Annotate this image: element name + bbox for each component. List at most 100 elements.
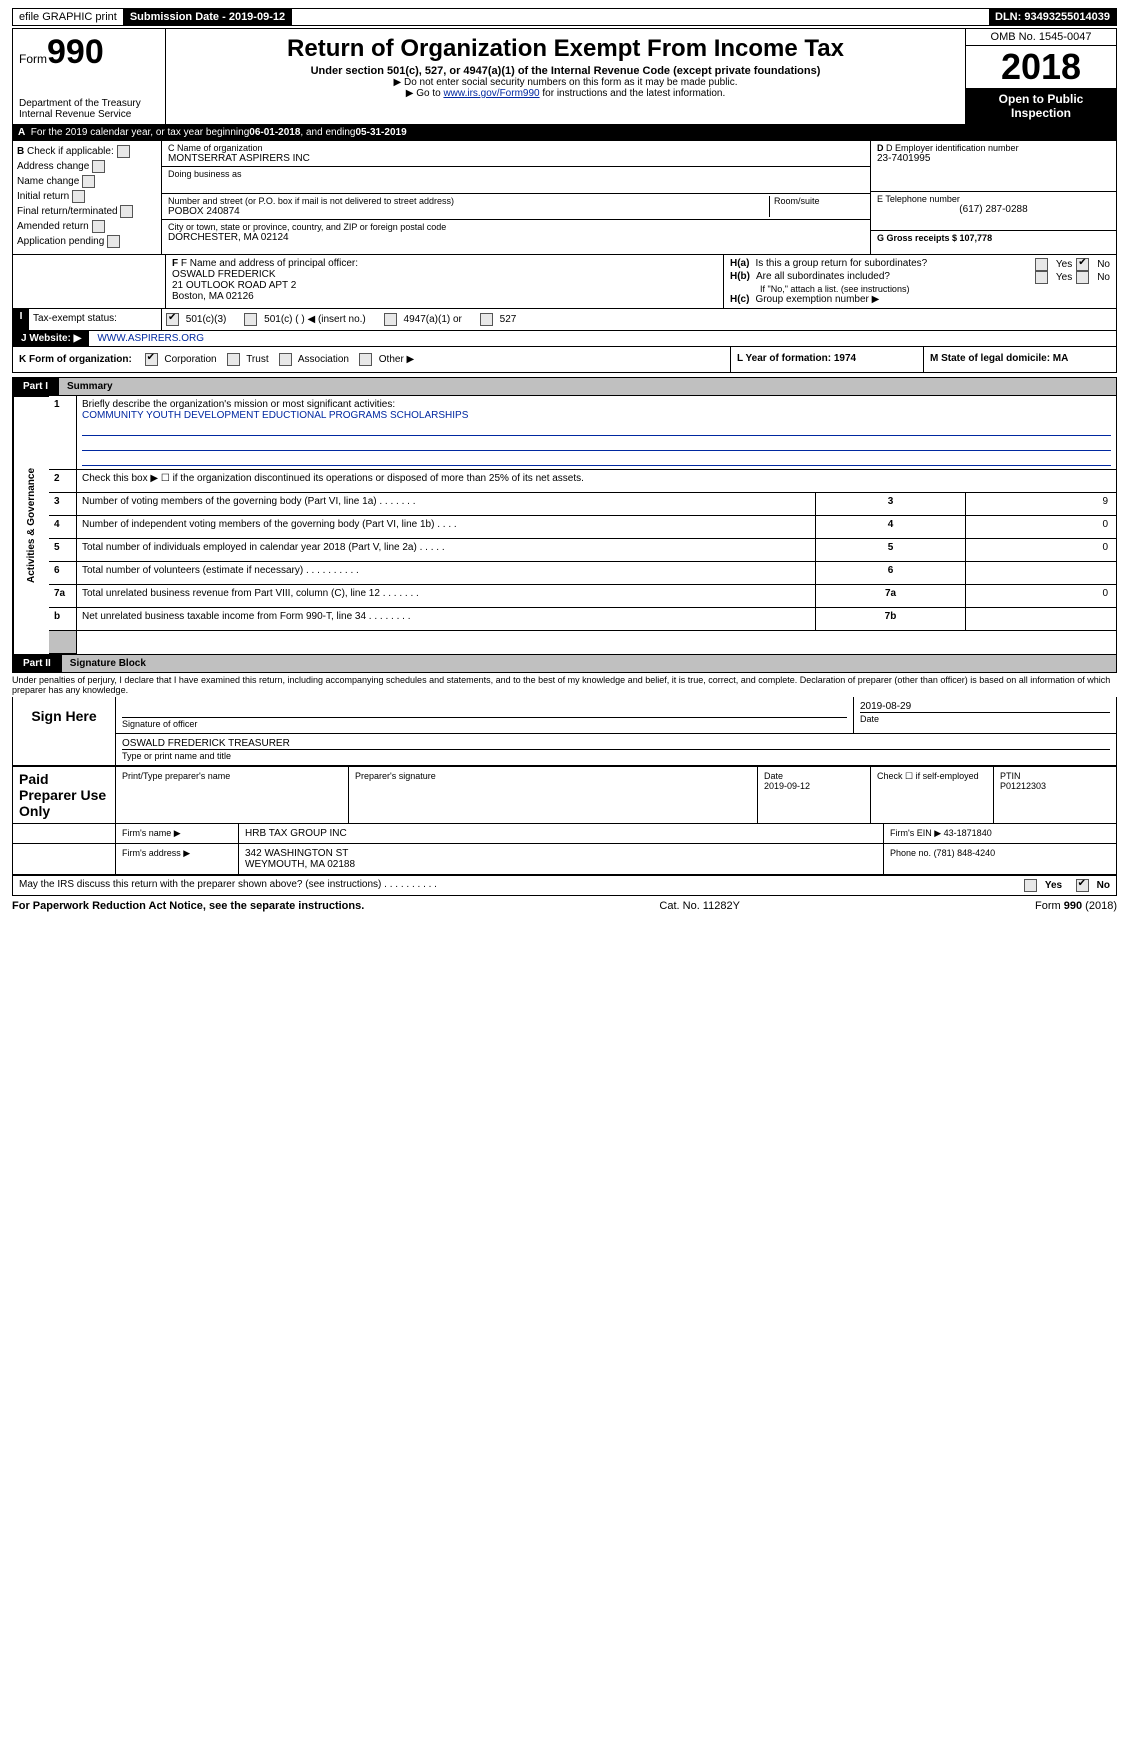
hb-note: If "No," attach a list. (see instruction… xyxy=(730,284,1110,294)
tax-exempt-option: 527 xyxy=(480,313,516,326)
row-klm: K Form of organization: Corporation Trus… xyxy=(12,347,1117,373)
room-label: Room/suite xyxy=(770,196,864,217)
line-text: Total unrelated business revenue from Pa… xyxy=(77,585,816,608)
side-activities-governance: Activities & Governance xyxy=(13,396,49,654)
preparer-date-label: Date xyxy=(764,771,864,781)
tax-year-begin: 06-01-2018 xyxy=(249,127,300,138)
footer-mid: Cat. No. 11282Y xyxy=(659,900,740,912)
officer-addr1: 21 OUTLOOK ROAD APT 2 xyxy=(172,280,717,291)
line-a-pre: For the 2019 calendar year, or tax year … xyxy=(31,127,249,138)
firm-name: HRB TAX GROUP INC xyxy=(239,824,884,844)
note2-pre: ▶ Go to xyxy=(406,88,444,99)
ha-text: Is this a group return for subordinates? xyxy=(755,258,1028,271)
check-item: Address change xyxy=(17,160,157,173)
org-city: DORCHESTER, MA 02124 xyxy=(168,232,864,243)
checkbox-icon[interactable] xyxy=(107,235,120,248)
checkbox-icon[interactable] xyxy=(92,160,105,173)
checkbox-icon[interactable] xyxy=(1076,271,1089,284)
m-state: M State of legal domicile: MA xyxy=(924,347,1116,372)
d-label: D D Employer identification number xyxy=(877,143,1110,153)
checkbox-icon[interactable] xyxy=(145,353,158,366)
paid-preparer-block: Paid Preparer Use Only Print/Type prepar… xyxy=(12,767,1117,876)
org-form-option: Trust xyxy=(227,354,269,365)
irs-link[interactable]: www.irs.gov/Form990 xyxy=(443,88,539,99)
form-number: Form990 xyxy=(19,33,159,72)
checkbox-icon[interactable] xyxy=(1024,879,1037,892)
ha-label: H(a) xyxy=(730,258,749,271)
discuss-row: May the IRS discuss this return with the… xyxy=(12,876,1117,896)
website-url[interactable]: WWW.ASPIRERS.ORG xyxy=(89,331,212,346)
checkbox-icon[interactable] xyxy=(227,353,240,366)
omb-number: OMB No. 1545-0047 xyxy=(966,29,1116,46)
hb-label: H(b) xyxy=(730,271,750,284)
line-num: 6 xyxy=(49,562,77,585)
part-i-header: Part I Summary xyxy=(12,377,1117,396)
checkbox-checked-icon[interactable] xyxy=(1076,258,1089,271)
j-label: J Website: ▶ xyxy=(13,331,89,346)
firm-ein: 43-1871840 xyxy=(944,828,992,838)
sign-here-label: Sign Here xyxy=(13,697,116,734)
org-form-option: Association xyxy=(279,354,349,365)
efile-label: efile GRAPHIC print xyxy=(13,9,124,25)
checkbox-icon[interactable] xyxy=(117,145,130,158)
checkbox-icon[interactable] xyxy=(72,190,85,203)
checkbox-icon[interactable] xyxy=(480,313,493,326)
note2-post: for instructions and the latest informat… xyxy=(540,88,726,99)
line-key: 4 xyxy=(816,516,966,539)
part-i-pill: Part I xyxy=(13,378,58,395)
checkbox-icon[interactable] xyxy=(92,220,105,233)
g-label: G Gross receipts $ 107,778 xyxy=(871,231,1116,245)
footer-right: Form 990 (2018) xyxy=(1035,900,1117,912)
checkbox-icon[interactable] xyxy=(120,205,133,218)
page-footer: For Paperwork Reduction Act Notice, see … xyxy=(12,896,1117,916)
tax-year: 2018 xyxy=(966,46,1116,88)
form-title: Return of Organization Exempt From Incom… xyxy=(287,35,844,63)
spacer xyxy=(49,631,77,654)
checkbox-icon[interactable] xyxy=(166,313,179,326)
checkbox-icon[interactable] xyxy=(1035,271,1048,284)
ptin: P01212303 xyxy=(1000,781,1110,791)
tax-exempt-label: Tax-exempt status: xyxy=(29,309,162,330)
part-ii-header: Part II Signature Block xyxy=(12,654,1117,673)
checkbox-icon[interactable] xyxy=(384,313,397,326)
line-num: 2 xyxy=(49,470,77,493)
org-name: MONTSERRAT ASPIRERS INC xyxy=(168,153,864,164)
checkbox-icon[interactable] xyxy=(1035,258,1048,271)
hc-text: Group exemption number ▶ xyxy=(755,294,879,305)
line-key: 5 xyxy=(816,539,966,562)
telephone: (617) 287-0288 xyxy=(877,204,1110,215)
line-text: Number of voting members of the governin… xyxy=(77,493,816,516)
firm-addr2: WEYMOUTH, MA 02188 xyxy=(245,859,877,870)
line-a-mid: , and ending xyxy=(300,127,355,138)
f-label: F Name and address of principal officer: xyxy=(181,258,358,269)
line-val xyxy=(966,562,1116,585)
checkbox-icon[interactable] xyxy=(244,313,257,326)
top-bar: efile GRAPHIC print Submission Date - 20… xyxy=(12,8,1117,26)
form-header: Form990 Department of the Treasury Inter… xyxy=(12,28,1117,125)
section-f: F F Name and address of principal office… xyxy=(12,255,1117,309)
firm-phone: (781) 848-4240 xyxy=(934,848,996,858)
check-item: Final return/terminated xyxy=(17,205,157,218)
form-prefix: Form xyxy=(19,52,47,66)
line-num: 1 xyxy=(49,396,77,470)
checkbox-icon[interactable] xyxy=(82,175,95,188)
preparer-name-label: Print/Type preparer's name xyxy=(116,767,349,824)
checkbox-icon[interactable] xyxy=(359,353,372,366)
sig-date: 2019-08-29 xyxy=(860,701,1110,712)
checkbox-icon[interactable] xyxy=(279,353,292,366)
dln: DLN: 93493255014039 xyxy=(989,9,1116,25)
preparer-date: 2019-09-12 xyxy=(764,781,864,791)
mission-statement: Briefly describe the organization's miss… xyxy=(77,396,1116,470)
org-form-option: Corporation xyxy=(145,354,217,365)
firm-ein-label: Firm's EIN ▶ xyxy=(890,828,941,838)
self-employed-check: Check ☐ if self-employed xyxy=(871,767,994,824)
form-subtitle: Under section 501(c), 527, or 4947(a)(1)… xyxy=(311,65,821,77)
dept-label: Department of the Treasury xyxy=(19,98,159,109)
form-note-2: ▶ Go to www.irs.gov/Form990 for instruct… xyxy=(406,88,726,99)
firm-phone-label: Phone no. xyxy=(890,848,931,858)
dba-label: Doing business as xyxy=(168,169,864,179)
line-key: 6 xyxy=(816,562,966,585)
sig-date-label: Date xyxy=(860,712,1110,724)
line-val xyxy=(966,608,1116,631)
checkbox-checked-icon[interactable] xyxy=(1076,879,1089,892)
